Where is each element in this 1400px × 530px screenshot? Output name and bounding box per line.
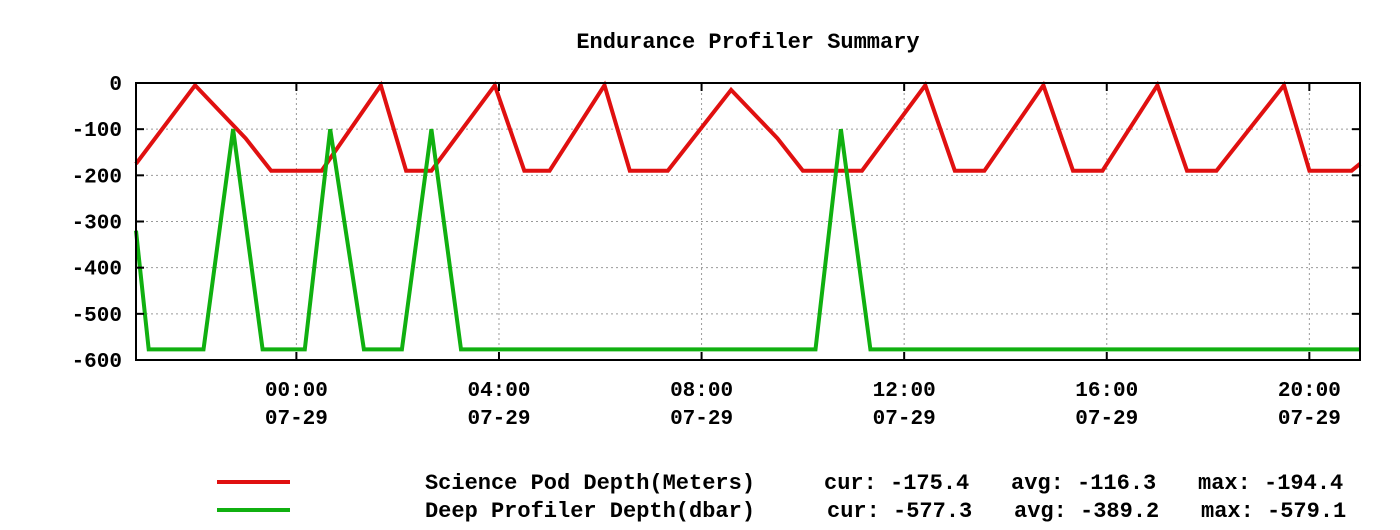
y-tick-label: -600 (72, 351, 122, 374)
legend-stat-avg: avg: -116.3 (1011, 471, 1156, 496)
axis-ticks: 0 -100 -200 -300 -400 -500 -600 00:00 07-29 04:00… (72, 74, 1360, 431)
x-tick-label-time: 20:00 (1278, 380, 1341, 403)
legend-stat-cur: cur: -175.4 (824, 471, 969, 496)
legend-series-name: Science Pod Depth(Meters) (425, 471, 755, 496)
x-tick-label-date: 07-29 (873, 408, 936, 431)
x-tick-label-time: 08:00 (670, 380, 733, 403)
y-tick-label: -400 (72, 259, 122, 282)
x-tick-label-date: 07-29 (1278, 408, 1341, 431)
x-tick-label-time: 16:00 (1075, 380, 1138, 403)
x-tick-label-time: 00:00 (265, 380, 328, 403)
chart-title: Endurance Profiler Summary (576, 30, 919, 55)
x-tick-label-time: 04:00 (467, 380, 530, 403)
series-layer (134, 80, 1362, 352)
legend: Science Pod Depth(Meters) cur: -175.4 avg:… (217, 471, 1346, 524)
science-pod-depth-line (134, 80, 1362, 173)
x-tick-label-date: 07-29 (265, 408, 328, 431)
x-tick-label-date: 07-29 (467, 408, 530, 431)
x-tick-label-date: 07-29 (670, 408, 733, 431)
y-tick-label: -500 (72, 305, 122, 328)
x-tick-label-time: 12:00 (873, 380, 936, 403)
y-tick-label: 0 (109, 74, 122, 97)
y-tick-label: -200 (72, 166, 122, 189)
legend-stat-avg: avg: -389.2 (1014, 499, 1159, 524)
legend-stat-cur: cur: -577.3 (827, 499, 972, 524)
y-tick-label: -100 (72, 120, 122, 143)
legend-stat-max: max: -194.4 (1198, 471, 1343, 496)
legend-series-name: Deep Profiler Depth(dbar) (425, 499, 755, 524)
x-tick-label-date: 07-29 (1075, 408, 1138, 431)
y-tick-label: -300 (72, 213, 122, 236)
legend-stat-max: max: -579.1 (1201, 499, 1346, 524)
deep-profiler-depth-line (134, 128, 1360, 352)
gridlines (136, 83, 1360, 360)
